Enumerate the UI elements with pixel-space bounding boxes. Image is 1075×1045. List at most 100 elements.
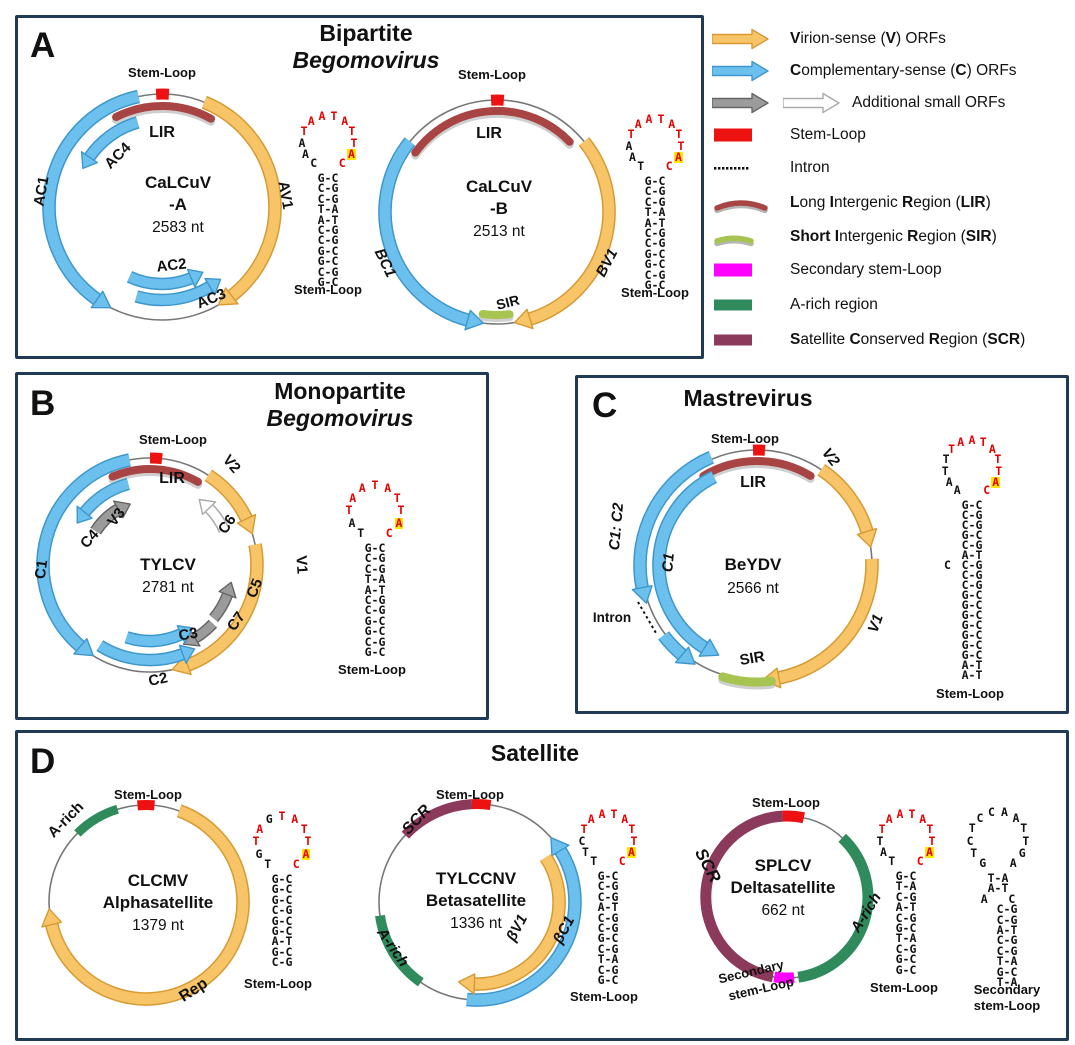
loop-nucleotide: A [394,516,404,530]
stem-pair: G-C [644,246,666,261]
stem-pair: T-A [597,952,619,967]
panel-d-title-line1: Satellite [490,740,580,766]
orf-v2-body [205,470,252,522]
loop-nucleotide: T [948,442,956,457]
stem-pair: C-G [271,955,293,970]
stem-pair: C-G [364,593,386,607]
stem-pair: T-A [364,572,386,587]
loop-nucleotide: T [1022,833,1030,848]
panel-d-title: Satellite [375,740,695,767]
legend-sir-icon [714,235,754,247]
stem-pair: G-C [364,645,386,659]
loop-nucleotide: A [991,474,1001,489]
orf-v1-body [777,558,878,684]
orf-av1-body [202,97,281,301]
legend-row-label: Stem-Loop [790,126,866,143]
stem-pair: C-G [597,941,619,956]
stem-pair: T-A [996,975,1018,989]
stem-pair: T-A [987,871,1009,885]
beydv-center-line: 2566 nt [727,580,779,597]
stem-pair: C-G [644,184,666,199]
calcuv-b-center-text: CaLCuV -B 2513 nt [466,177,533,240]
stem-loop-label-line: Stem-Loop [244,976,312,991]
loop-nucleotide: A [896,806,904,821]
loop-nucleotide: A [298,135,306,150]
loop-nucleotide: A [968,433,976,447]
loop-nucleotide: A [953,482,961,497]
legend-row-9: Satellite Conserved Region (SCR) [712,329,1074,353]
loop-nucleotide: A [301,847,311,861]
orf-v3-body [91,505,121,534]
loop-nucleotide: A [988,442,996,457]
label-lir: LIR [159,470,185,487]
sl-betasatellite-label: Stem-Loop [529,989,679,1005]
label-c1: C1 [659,552,678,573]
stem-pair: T-A [895,879,917,894]
lir-band [411,106,574,157]
stem-pair: C-G [317,233,339,248]
stem-pair: G-C [271,944,293,959]
legend: Virion-sense (V) ORFs Complementary-sense… [711,0,1074,360]
loop-nucleotide: T [928,833,936,848]
stem-loop-label-line: Stem-Loop [936,686,1004,701]
loop-nucleotide: A [1012,810,1020,825]
stem-pair: C-G [961,568,983,582]
loop-nucleotide: T [876,833,884,848]
stem-pair: C-G [317,223,339,237]
stem-pair: G-C [317,243,339,258]
loop-nucleotide: A [256,821,264,836]
stem-pair: G-C [364,613,386,628]
orf-ac1-head [90,290,112,309]
loop-nucleotide: A [668,117,676,132]
loop-nucleotide: A [945,474,953,489]
orf-c1-body [653,472,717,653]
beydv-center-text: BeYDV 2566 nt [725,555,782,597]
loop-nucleotide: T [350,135,358,150]
stem-pair: G-C [597,869,619,883]
loop-nucleotide: T [979,435,987,450]
legend-row-label: Satellite Conserved Region (SCR) [790,331,1026,348]
legend-row-label: A-rich region [790,296,878,313]
loop-nucleotide: A [880,845,887,860]
scr-band [700,810,784,983]
stem-pair: A-T [597,900,619,915]
loop-nucleotide: T [942,452,950,467]
label-c5: C5 [243,576,266,600]
legend-icon-wrap [712,259,770,286]
legend-orange-icon [711,28,769,50]
loop-nucleotide: A [347,147,356,162]
label-c3: C3 [177,625,199,645]
orf-av1-head [217,287,239,306]
stem-pair: C-G [597,921,619,935]
calcuv-a-center-text: CaLCuV -A 2583 nt [145,173,212,236]
loop-nucleotide: T [357,525,365,540]
loop-nucleotide: T [657,111,665,126]
legend-scr-icon [714,334,752,346]
stem-pair: C-G [961,578,983,592]
clcmv-alphasatellite-center-line: Alphasatellite [103,893,214,912]
stem-pair: C-G [364,603,386,618]
loop-nucleotide: C [916,853,924,868]
stem-pair: T-A [644,205,666,220]
legend-row-label: Short Intergenic Region (SIR) [790,228,997,245]
stem-loop-marker [149,452,163,465]
stem-pair: C-G [317,264,339,279]
stem-loop-label-line: Stem-Loop [870,980,938,995]
stem-pair: G-C [271,872,293,886]
sl-beydv-label: Stem-Loop [895,686,1045,702]
legend-row-5: Long Intergenic Region (LIR) [712,192,1074,216]
loop-nucleotide: T [264,856,272,871]
stem-pair: G-C [271,924,293,938]
legend-icon-wrap [712,157,770,184]
intron-dots [637,601,657,634]
loop-nucleotide: C [385,525,393,540]
stem-pair: G-C [364,541,386,555]
stem-loop-label-line: Secondary [973,982,1041,997]
calcuv-b-center-line: -B [490,199,508,218]
loop-nucleotide: A [621,812,629,827]
clcmv-alphasatellite-center-text: CLCMV Alphasatellite 1379 nt [103,871,214,934]
orf-v1-head [171,655,192,676]
orf-v2-head [236,513,257,535]
sir-band [718,672,776,687]
loop-nucleotide: G [1018,846,1026,861]
